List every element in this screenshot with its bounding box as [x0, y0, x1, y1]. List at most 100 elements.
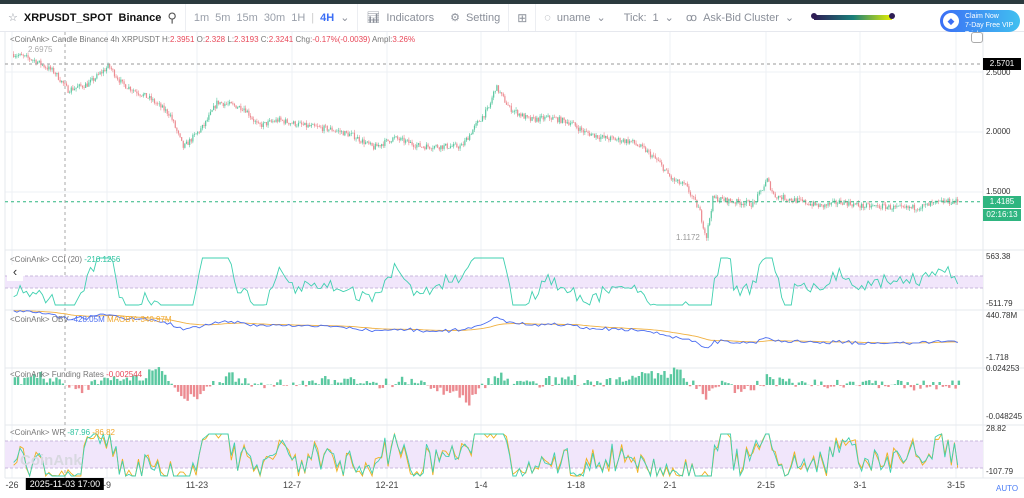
candle-body: [112, 69, 114, 70]
setting-label[interactable]: Setting: [465, 11, 501, 24]
funding-bar: [228, 372, 231, 385]
timeframe-4h[interactable]: 4H: [320, 11, 335, 24]
vip-trial-button[interactable]: ◆ Claim Now 7-Day Free VIP Trial: [940, 10, 1020, 38]
candle-body: [782, 195, 784, 200]
user-group[interactable]: ◌ uname ⌄ Tick: 1 ⌄ ꝏ Ask-Bid Cluster ⌄: [536, 4, 900, 31]
tick-select[interactable]: 1: [652, 11, 659, 24]
candle-body: [592, 133, 594, 135]
candle-body: [344, 131, 346, 136]
timeframe-5m[interactable]: 5m: [215, 11, 231, 24]
candle-body: [777, 195, 780, 199]
candle-body: [291, 123, 293, 124]
candle-body: [131, 90, 133, 92]
window-top-strip: [0, 0, 1024, 4]
funding-bar: [301, 380, 305, 385]
heatmap-gradient-slider[interactable]: [811, 13, 896, 20]
funding-bar: [746, 385, 749, 386]
candle-body: [144, 92, 146, 95]
funding-bar: [496, 377, 500, 385]
candle-body: [501, 92, 503, 94]
low-value: 2.3193: [234, 35, 259, 44]
screenshot-icon[interactable]: [971, 32, 983, 43]
candle-body: [485, 109, 487, 118]
candle-body: [496, 85, 498, 91]
candle-body: [270, 120, 272, 122]
candle-body: [701, 210, 703, 222]
funding-bar: [170, 383, 173, 385]
candle-body: [304, 122, 306, 125]
candle-body: [35, 59, 37, 64]
candle-body: [432, 148, 434, 150]
funding-bar: [813, 379, 817, 385]
candle-body: [435, 145, 437, 147]
funding-bar: [714, 385, 717, 388]
candle-body: [878, 205, 880, 209]
star-icon[interactable]: ☆: [8, 12, 18, 24]
chevron-down-icon[interactable]: ⌄: [340, 12, 350, 24]
funding-bar: [628, 379, 631, 385]
funding-bar: [928, 385, 932, 387]
candle-body: [897, 205, 900, 207]
auto-scale-button[interactable]: AUTO: [996, 484, 1019, 493]
maobv-value: MAOBV:-340.97M: [106, 315, 172, 324]
tick-label: Tick:: [623, 11, 647, 24]
chart-canvas[interactable]: [0, 32, 1024, 498]
collapse-left-icon[interactable]: ‹: [7, 265, 23, 281]
candle-body: [459, 145, 461, 149]
candle-body: [104, 70, 106, 72]
funding-bar: [141, 380, 145, 385]
funding-bar: [932, 382, 935, 385]
funding-bar: [778, 377, 781, 385]
candle-body: [272, 121, 274, 123]
candle-body: [573, 122, 575, 123]
indicators-button[interactable]: 📊︎ Indicators ⚙ Setting: [358, 4, 510, 31]
candle-body: [153, 99, 156, 104]
candle-body: [817, 204, 820, 208]
candle-body: [225, 103, 228, 105]
funding-bar: [250, 385, 253, 387]
candle-body: [525, 115, 527, 119]
candle-body: [46, 67, 48, 70]
search-icon[interactable]: ⚲: [167, 9, 177, 25]
funding-bar: [736, 385, 740, 390]
funding-bar: [186, 385, 189, 401]
candle-body: [630, 140, 632, 142]
funding-bar: [260, 382, 263, 385]
candle-body: [480, 121, 482, 122]
funding-bar: [381, 385, 385, 388]
funding-bar: [781, 378, 785, 385]
candle-body: [117, 77, 119, 80]
candle-body: [921, 204, 924, 209]
funding-bar: [400, 376, 404, 385]
candle-body: [75, 87, 77, 89]
funding-bar: [874, 380, 877, 385]
candle-body: [622, 139, 624, 142]
x-tick-label: 11-23: [185, 480, 209, 490]
funding-bar: [762, 385, 765, 387]
candle-body: [200, 128, 202, 133]
candle-body: [142, 94, 144, 97]
symbol-name[interactable]: XRPUSDT_SPOT: [23, 11, 113, 24]
candle-body: [736, 199, 738, 204]
candle-body: [494, 90, 496, 92]
layout-button[interactable]: ⊞: [509, 4, 537, 31]
candle-body: [659, 160, 661, 163]
timeframe-15m[interactable]: 15m: [236, 11, 258, 24]
candle-body: [733, 202, 735, 204]
funding-bar: [608, 377, 612, 385]
funding-bar: [429, 385, 433, 389]
funding-bar: [176, 385, 180, 392]
timeframe-30m[interactable]: 30m: [263, 11, 286, 24]
timeframe-1h[interactable]: 1H: [291, 11, 306, 24]
funding-bar: [564, 379, 567, 385]
candle-body: [502, 93, 504, 97]
funding-bar: [445, 385, 449, 392]
candle-body: [547, 115, 549, 117]
funding-bar: [36, 377, 39, 385]
funding-bar: [404, 382, 407, 385]
candle-body: [872, 205, 874, 207]
timeframe-1m[interactable]: 1m: [193, 11, 210, 24]
funding-bar: [682, 378, 685, 385]
ask-bid-cluster-select[interactable]: Ask-Bid Cluster: [703, 11, 779, 24]
candle-body: [347, 132, 349, 137]
